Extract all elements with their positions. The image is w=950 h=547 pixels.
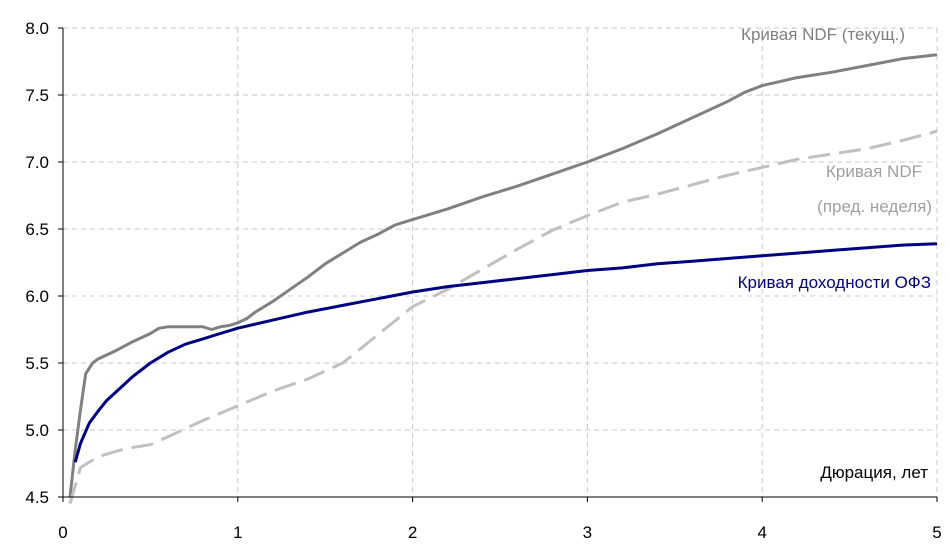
ndf-current-line xyxy=(68,53,938,498)
ndf-prev-week-line xyxy=(68,129,938,505)
chart-annotations: Кривая NDF (текущ.) Кривая NDF (пред. неде… xyxy=(738,25,932,482)
ndf-prev-week-label: (пред. неделя) xyxy=(817,197,932,216)
ofz-yield-label: Кривая доходности ОФЗ xyxy=(738,273,931,292)
y-tick-label: 4.5 xyxy=(25,488,49,507)
x-tick-label: 2 xyxy=(408,523,417,542)
ndf-current-label: Кривая NDF (текущ.) xyxy=(741,25,905,44)
y-tick-label: 7.0 xyxy=(25,153,49,172)
x-tick-label: 0 xyxy=(58,523,67,542)
chart-series xyxy=(68,53,938,505)
x-tick-label: 5 xyxy=(932,523,941,542)
y-tick-label: 5.0 xyxy=(25,421,49,440)
x-tick-label: 4 xyxy=(757,523,766,542)
y-tick-label: 6.5 xyxy=(25,220,49,239)
chart-axes xyxy=(58,27,938,502)
y-tick-label: 5.5 xyxy=(25,354,49,373)
y-tick-label: 8.0 xyxy=(25,19,49,38)
y-tick-label: 6.0 xyxy=(25,287,49,306)
x-axis-title: Дюрация, лет xyxy=(820,463,928,482)
ndf-prev-week-label: Кривая NDF xyxy=(826,162,922,181)
x-tick-label: 3 xyxy=(583,523,592,542)
chart-tick-labels: 4.5 5.0 5.5 6.0 6.5 7.0 7.5 8.0 0 1 2 3 4 5 xyxy=(25,19,941,542)
chart-gridlines xyxy=(63,27,938,497)
ofz-yield-line xyxy=(73,242,938,463)
y-tick-label: 7.5 xyxy=(25,86,49,105)
x-tick-label: 1 xyxy=(233,523,242,542)
